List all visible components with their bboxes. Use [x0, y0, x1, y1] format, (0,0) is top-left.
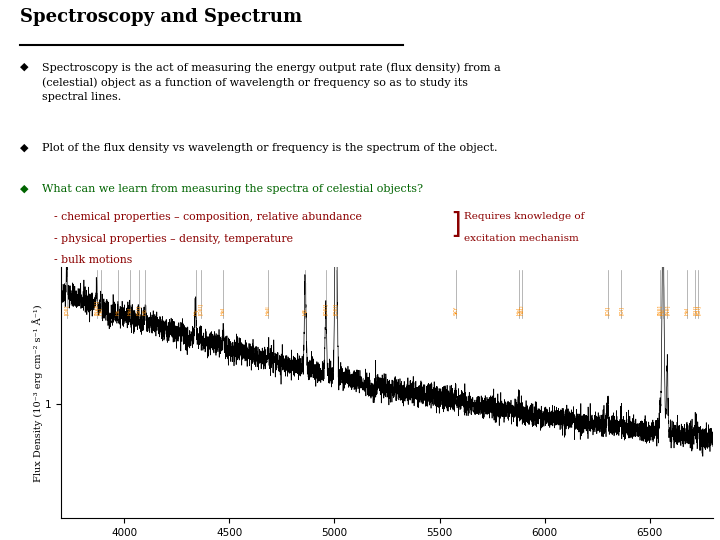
Text: [OI]: [OI]: [606, 306, 611, 315]
Text: HeI: HeI: [99, 307, 104, 315]
Y-axis label: Flux Density (10⁻³ erg cm⁻² s⁻¹ Å⁻¹): Flux Density (10⁻³ erg cm⁻² s⁻¹ Å⁻¹): [32, 304, 43, 482]
Text: NaD: NaD: [519, 305, 524, 315]
Text: Hγ: Hγ: [193, 308, 198, 315]
Text: Hε: Hε: [115, 309, 120, 315]
Text: - physical properties – density, temperature: - physical properties – density, tempera…: [54, 233, 293, 244]
Text: What can we learn from measuring the spectra of celestial objects?: What can we learn from measuring the spe…: [42, 184, 423, 194]
Text: [OIII]: [OIII]: [323, 303, 328, 315]
Text: ◆: ◆: [20, 143, 29, 153]
Text: [SII]: [SII]: [696, 305, 701, 315]
Text: HeI: HeI: [685, 307, 690, 315]
Text: HeI: HeI: [221, 307, 226, 315]
Text: [OIII]: [OIII]: [198, 303, 203, 315]
Text: - bulk motions: - bulk motions: [54, 255, 132, 265]
Text: [SII]: [SII]: [693, 305, 698, 315]
Text: ]: ]: [450, 212, 461, 239]
Text: Hα: Hα: [660, 308, 665, 315]
Text: [NII]: [NII]: [657, 305, 662, 315]
Text: HeII: HeII: [266, 305, 271, 315]
Text: Spectroscopy and Spectrum: Spectroscopy and Spectrum: [20, 8, 302, 26]
Text: [SII]: [SII]: [136, 305, 141, 315]
Text: [OII]: [OII]: [64, 305, 69, 315]
Text: Requires knowledge of: Requires knowledge of: [464, 212, 585, 221]
Text: Plot of the flux density vs wavelength or frequency is the spectrum of the objec: Plot of the flux density vs wavelength o…: [42, 143, 498, 153]
Text: SKY: SKY: [453, 306, 458, 315]
Text: ◆: ◆: [20, 62, 29, 72]
Text: ◆: ◆: [20, 184, 29, 194]
Text: [NeIII]: [NeIII]: [94, 300, 99, 315]
Text: HeI: HeI: [127, 307, 132, 315]
Text: Hδ: Hδ: [143, 308, 148, 315]
Text: [OIII]: [OIII]: [333, 303, 338, 315]
Text: [NII]: [NII]: [665, 305, 670, 315]
Text: HeI: HeI: [516, 307, 521, 315]
Text: excitation mechanism: excitation mechanism: [464, 233, 579, 242]
Text: - chemical properties – composition, relative abundance: - chemical properties – composition, rel…: [54, 212, 362, 222]
Text: [OI]: [OI]: [618, 306, 624, 315]
Text: Hβ: Hβ: [302, 308, 307, 315]
Text: Spectroscopy is the act of measuring the energy output rate (flux density) from : Spectroscopy is the act of measuring the…: [42, 62, 500, 103]
